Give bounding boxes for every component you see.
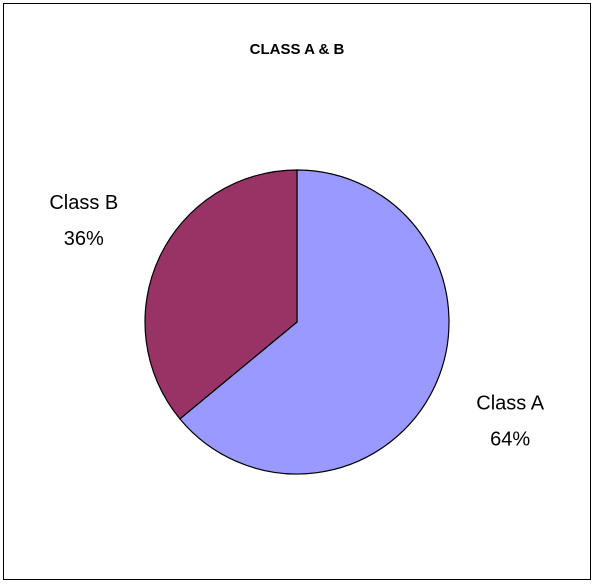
- chart-title: CLASS A & B: [250, 41, 345, 58]
- pie-slice: [144, 169, 298, 420]
- pie-slice: [179, 169, 450, 475]
- slice-value-label: 36%: [64, 228, 104, 250]
- slice-category-label: Class A: [476, 393, 544, 415]
- slice-value-label: 64%: [490, 429, 530, 451]
- slice-category-label: Class B: [49, 192, 118, 214]
